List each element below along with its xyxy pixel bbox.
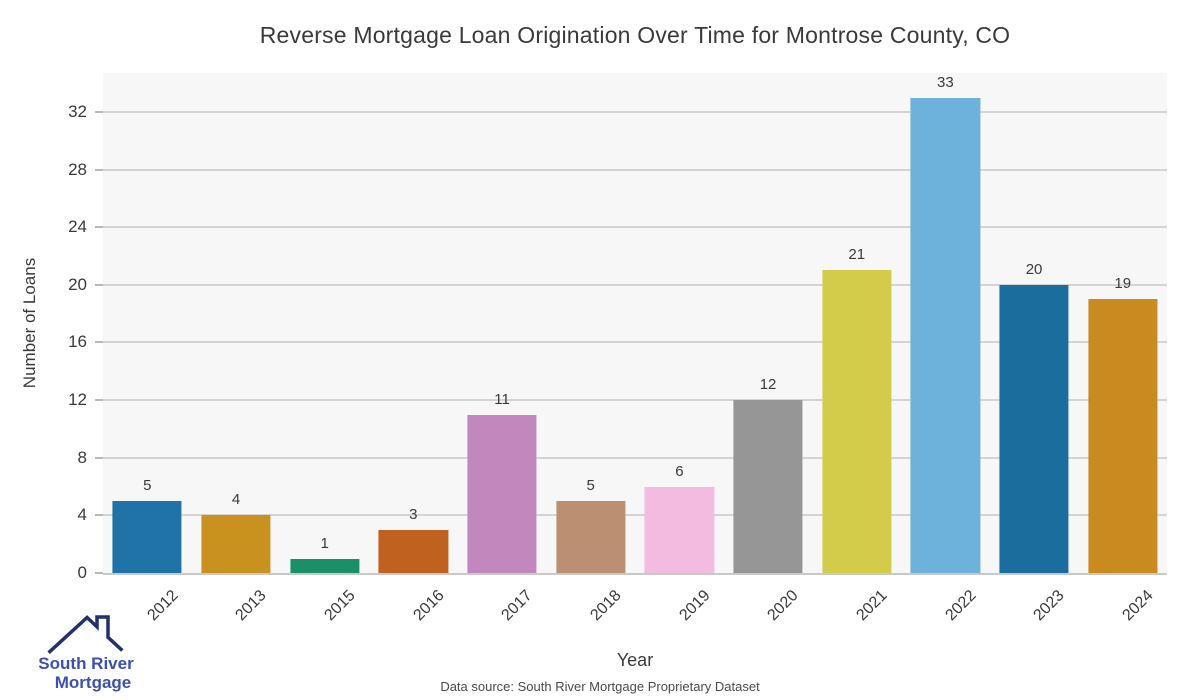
y-tick-mark — [95, 110, 103, 113]
gridline-16 — [103, 341, 1167, 344]
bar-value-label-2013: 4 — [231, 491, 241, 509]
bar-value-label-2017: 11 — [494, 390, 510, 408]
y-tick-mark — [95, 283, 103, 286]
bar-2024 — [1088, 299, 1158, 573]
bar-band-2020: 12 — [724, 73, 813, 573]
south-river-mortgage-logo: South River Mortgage — [16, 612, 156, 692]
chart-title: Reverse Mortgage Loan Origination Over T… — [259, 22, 1011, 48]
bar-value-label-2015: 1 — [320, 534, 329, 552]
x-tick-label-2019: 2019 — [676, 587, 714, 625]
logo-text-line2: Mortgage — [54, 673, 132, 692]
y-tick-mark — [95, 226, 103, 229]
x-axis-label: Year — [616, 650, 654, 670]
bar-value-label-2019: 6 — [675, 462, 684, 480]
bar-2015 — [290, 558, 360, 573]
logo-text-line1: South River — [38, 654, 134, 673]
gridline-32 — [103, 110, 1167, 113]
bar-band-2015: 1 — [280, 73, 369, 573]
bar-2013 — [201, 515, 271, 573]
bar-value-label-2020: 12 — [759, 376, 777, 394]
bar-band-2024: 19 — [1078, 73, 1167, 573]
x-tick-label-2017: 2017 — [498, 587, 537, 625]
x-tick-label-2022: 2022 — [942, 587, 980, 625]
bar-value-label-2023: 20 — [1025, 260, 1043, 278]
y-axis: 0 4 8 12 16 20 24 28 32 — [0, 73, 103, 582]
gridline-12 — [103, 399, 1167, 402]
bar-value-label-2021: 21 — [848, 246, 866, 264]
y-tick-mark — [95, 572, 103, 574]
bar-2018 — [556, 500, 626, 573]
bar-band-2019: 6 — [635, 73, 724, 573]
bar-value-label-2024: 19 — [1114, 275, 1132, 293]
bar-value-label-2012: 5 — [143, 476, 152, 494]
y-tick-mark — [95, 399, 103, 402]
bar-band-2018: 5 — [546, 73, 635, 573]
x-tick-label-2013: 2013 — [232, 587, 271, 625]
gridline-4 — [103, 514, 1167, 517]
x-tick-label-2020: 2020 — [764, 587, 803, 625]
bar-band-2013: 4 — [192, 73, 281, 573]
x-tick-label-2024: 2024 — [1119, 587, 1157, 625]
gridline-8 — [103, 456, 1167, 459]
bar-band-2022: 33 — [901, 73, 990, 573]
x-tick-label-2015: 2015 — [321, 587, 359, 625]
x-tick-label-2023: 2023 — [1030, 587, 1069, 625]
bar-band-2021: 21 — [812, 73, 901, 573]
bar-2021 — [822, 270, 892, 573]
house-roof-icon — [47, 615, 124, 654]
y-tick-label: 4 — [77, 505, 87, 525]
x-tick-label-2018: 2018 — [587, 587, 625, 625]
gridline-28 — [103, 168, 1167, 171]
bar-band-2017: 11 — [458, 73, 547, 573]
y-tick-mark — [95, 456, 103, 459]
x-axis: 2012 2013 2015 2016 2017 2018 2019 2020 2021 2022… — [103, 575, 1167, 637]
x-tick-label-2016: 2016 — [410, 587, 448, 625]
y-tick-mark — [95, 341, 103, 344]
y-tick-label: 12 — [68, 390, 87, 410]
y-tick-label: 20 — [68, 274, 87, 294]
bar-value-label-2022: 33 — [937, 73, 954, 91]
plot-area: 5 4 1 3 11 5 6 12 21 33 20 19 — [103, 73, 1167, 575]
bar-2016 — [378, 529, 448, 573]
bar-2017 — [467, 414, 537, 573]
y-tick-label: 24 — [68, 217, 87, 237]
bar-2012 — [112, 500, 182, 573]
data-source-note: Data source: South River Mortgage Propri… — [440, 679, 760, 694]
bar-band-2016: 3 — [369, 73, 458, 573]
bar-band-2012: 5 — [103, 73, 192, 573]
y-tick-label: 32 — [68, 101, 87, 121]
bar-2022 — [910, 97, 980, 573]
y-tick-label: 28 — [68, 159, 87, 179]
y-tick-mark — [95, 514, 103, 517]
bar-2019 — [644, 486, 714, 573]
y-tick-label: 0 — [77, 563, 87, 582]
gridline-20 — [103, 283, 1167, 286]
x-tick-label-2021: 2021 — [853, 587, 891, 625]
bar-series: 5 4 1 3 11 5 6 12 21 33 20 19 — [103, 73, 1167, 573]
y-tick-mark — [95, 168, 103, 171]
bar-value-label-2018: 5 — [586, 476, 595, 494]
bar-band-2023: 20 — [990, 73, 1079, 573]
bar-value-label-2016: 3 — [409, 505, 418, 523]
bar-2020 — [733, 400, 803, 573]
y-tick-label: 16 — [68, 332, 87, 352]
y-tick-label: 8 — [77, 447, 87, 467]
gridline-24 — [103, 226, 1167, 229]
bar-2023 — [999, 284, 1069, 573]
x-axis-line — [103, 573, 1167, 575]
